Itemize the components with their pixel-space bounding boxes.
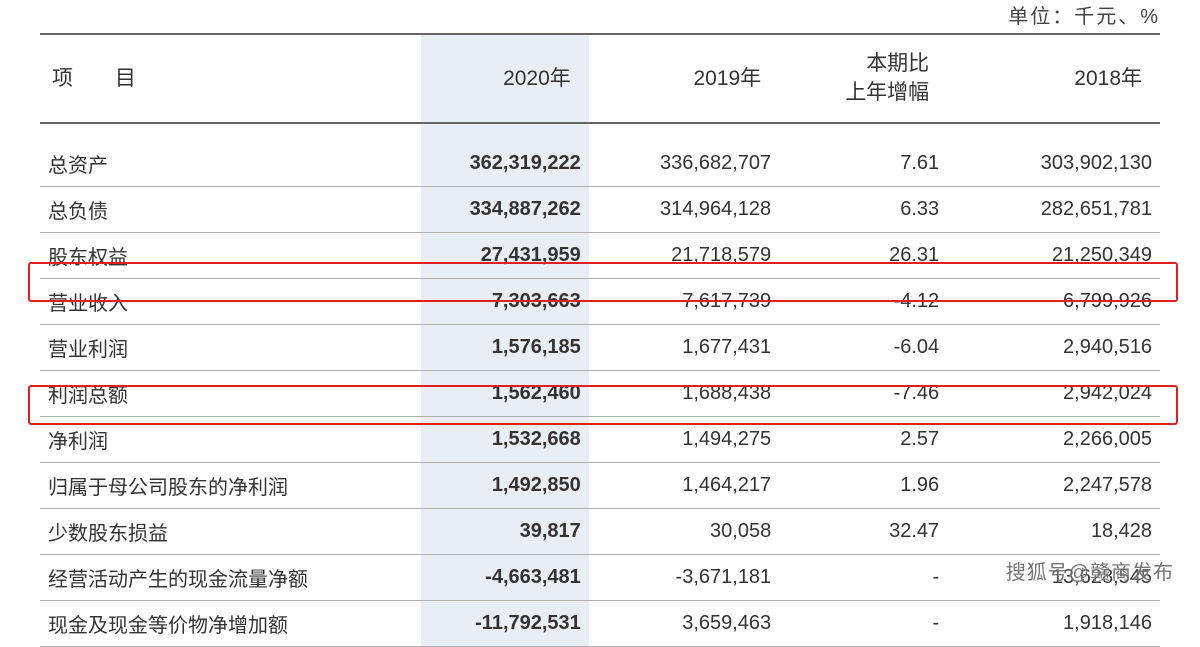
row-label: 少数股东损益 — [40, 508, 421, 554]
cell-2019: 1,688,438 — [589, 370, 779, 416]
cell-2019: 1,677,431 — [589, 324, 779, 370]
cell-2020: 1,492,850 — [421, 462, 589, 508]
cell-change: -7.46 — [779, 370, 947, 416]
cell-2020: -11,792,531 — [421, 600, 589, 646]
unit-label: 单位：千元、% — [40, 0, 1160, 29]
cell-change: 2.57 — [779, 416, 947, 462]
cell-2019: 336,682,707 — [589, 141, 779, 187]
row-label: 总资产 — [40, 141, 421, 187]
row-label: 归属于母公司股东的净利润 — [40, 462, 421, 508]
cell-2020: 362,319,222 — [421, 141, 589, 187]
col-2018: 2018年 — [947, 34, 1160, 123]
row-label: 营业利润 — [40, 324, 421, 370]
cell-2020: 27,431,959 — [421, 232, 589, 278]
cell-change: 32.47 — [779, 508, 947, 554]
cell-2018: 2,266,005 — [947, 416, 1160, 462]
watermark: 搜狐号@赣商发布 — [1006, 556, 1174, 585]
cell-2018: 1,918,146 — [947, 600, 1160, 646]
table-header-row: 项 目 2020年 2019年 本期比 上年增幅 2018年 — [40, 34, 1160, 123]
row-label: 利润总额 — [40, 370, 421, 416]
row-label: 股东权益 — [40, 232, 421, 278]
cell-2019: 1,494,275 — [589, 416, 779, 462]
cell-2018: 303,902,130 — [947, 141, 1160, 187]
cell-2020: 1,562,460 — [421, 370, 589, 416]
table-row: 总负债334,887,262314,964,1286.33282,651,781 — [40, 186, 1160, 232]
financial-table: 项 目 2020年 2019年 本期比 上年增幅 2018年 总资产362,31… — [40, 33, 1160, 647]
col-change: 本期比 上年增幅 — [779, 34, 947, 123]
table-row: 利润总额1,562,4601,688,438-7.462,942,024 — [40, 370, 1160, 416]
cell-change: 6.33 — [779, 186, 947, 232]
cell-2019: 1,464,217 — [589, 462, 779, 508]
cell-2019: 3,659,463 — [589, 600, 779, 646]
table-row: 归属于母公司股东的净利润1,492,8501,464,2171.962,247,… — [40, 462, 1160, 508]
cell-change: - — [779, 600, 947, 646]
table-row: 经营活动产生的现金流量净额-4,663,481-3,671,181-13,628… — [40, 554, 1160, 600]
cell-2020: 1,532,668 — [421, 416, 589, 462]
cell-2020: 1,576,185 — [421, 324, 589, 370]
table-row: 净利润1,532,6681,494,2752.572,266,005 — [40, 416, 1160, 462]
table-row: 总资产362,319,222336,682,7077.61303,902,130 — [40, 141, 1160, 187]
cell-2020: 7,303,663 — [421, 278, 589, 324]
cell-2020: -4,663,481 — [421, 554, 589, 600]
cell-change: 26.31 — [779, 232, 947, 278]
cell-change: 7.61 — [779, 141, 947, 187]
table-row: 现金及现金等价物净增加额-11,792,5313,659,463-1,918,1… — [40, 600, 1160, 646]
cell-2018: 18,428 — [947, 508, 1160, 554]
row-label: 现金及现金等价物净增加额 — [40, 600, 421, 646]
cell-change: - — [779, 554, 947, 600]
row-label: 净利润 — [40, 416, 421, 462]
cell-2019: 314,964,128 — [589, 186, 779, 232]
cell-change: -4.12 — [779, 278, 947, 324]
cell-2018: 2,940,516 — [947, 324, 1160, 370]
col-2019: 2019年 — [589, 34, 779, 123]
cell-2018: 6,799,926 — [947, 278, 1160, 324]
table-row: 股东权益27,431,95921,718,57926.3121,250,349 — [40, 232, 1160, 278]
cell-2019: -3,671,181 — [589, 554, 779, 600]
cell-2019: 30,058 — [589, 508, 779, 554]
row-label: 经营活动产生的现金流量净额 — [40, 554, 421, 600]
row-label: 营业收入 — [40, 278, 421, 324]
cell-2020: 39,817 — [421, 508, 589, 554]
cell-2018: 2,942,024 — [947, 370, 1160, 416]
cell-2019: 7,617,739 — [589, 278, 779, 324]
table-row: 少数股东损益39,81730,05832.4718,428 — [40, 508, 1160, 554]
col-project: 项 目 — [40, 34, 421, 123]
cell-2020: 334,887,262 — [421, 186, 589, 232]
table-row: 营业收入7,303,6637,617,739-4.126,799,926 — [40, 278, 1160, 324]
row-label: 总负债 — [40, 186, 421, 232]
cell-2019: 21,718,579 — [589, 232, 779, 278]
cell-2018: 282,651,781 — [947, 186, 1160, 232]
cell-change: 1.96 — [779, 462, 947, 508]
col-2020: 2020年 — [421, 34, 589, 123]
table-row: 营业利润1,576,1851,677,431-6.042,940,516 — [40, 324, 1160, 370]
cell-change: -6.04 — [779, 324, 947, 370]
cell-2018: 2,247,578 — [947, 462, 1160, 508]
cell-2018: 21,250,349 — [947, 232, 1160, 278]
